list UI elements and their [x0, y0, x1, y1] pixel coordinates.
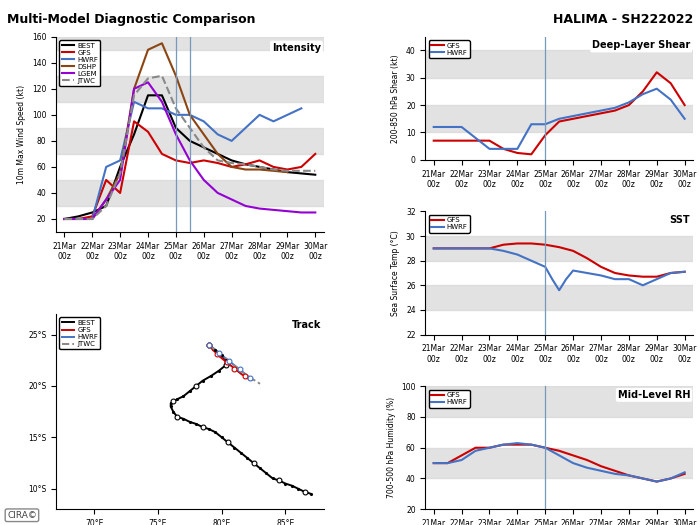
- Y-axis label: Sea Surface Temp (°C): Sea Surface Temp (°C): [391, 230, 400, 316]
- Bar: [426, 448, 693, 478]
- Y-axis label: 10m Max Wind Speed (kt): 10m Max Wind Speed (kt): [18, 85, 26, 184]
- Legend: GFS, HWRF: GFS, HWRF: [429, 215, 470, 233]
- Text: Deep-Layer Shear: Deep-Layer Shear: [592, 40, 690, 50]
- Legend: GFS, HWRF: GFS, HWRF: [429, 390, 470, 407]
- Bar: [426, 50, 693, 78]
- Text: Track: Track: [292, 320, 321, 330]
- Text: Multi-Model Diagnostic Comparison: Multi-Model Diagnostic Comparison: [7, 13, 256, 26]
- Bar: [426, 236, 693, 261]
- Y-axis label: 700-500 hPa Humidity (%): 700-500 hPa Humidity (%): [386, 397, 395, 498]
- Legend: BEST, GFS, HWRF, JTWC: BEST, GFS, HWRF, JTWC: [60, 318, 101, 350]
- Bar: [56, 128, 323, 154]
- Bar: [426, 285, 693, 310]
- Text: Intensity: Intensity: [272, 43, 321, 52]
- Bar: [56, 37, 323, 50]
- Bar: [426, 386, 693, 417]
- Text: SST: SST: [670, 215, 690, 225]
- Bar: [56, 76, 323, 102]
- Bar: [56, 180, 323, 206]
- Legend: GFS, HWRF: GFS, HWRF: [429, 40, 470, 58]
- Bar: [426, 105, 693, 132]
- Text: HALIMA - SH222022: HALIMA - SH222022: [553, 13, 693, 26]
- Text: CIRA©: CIRA©: [7, 511, 37, 520]
- Legend: BEST, GFS, HWRF, DSHP, LGEM, JTWC: BEST, GFS, HWRF, DSHP, LGEM, JTWC: [60, 40, 101, 86]
- Y-axis label: 200-850 hPa Shear (kt): 200-850 hPa Shear (kt): [391, 54, 400, 143]
- Text: Mid-Level RH: Mid-Level RH: [618, 390, 690, 400]
